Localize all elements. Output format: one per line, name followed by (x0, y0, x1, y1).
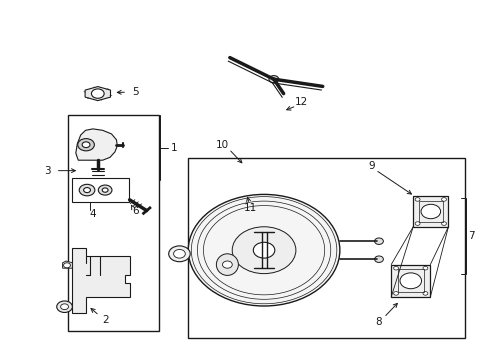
Text: 9: 9 (367, 161, 374, 171)
Circle shape (173, 249, 185, 258)
Circle shape (222, 261, 232, 268)
Circle shape (91, 89, 104, 98)
Text: 12: 12 (294, 96, 308, 107)
Circle shape (168, 246, 190, 262)
Text: 8: 8 (375, 317, 382, 327)
Text: 7: 7 (468, 231, 474, 241)
Circle shape (57, 301, 72, 312)
Circle shape (414, 198, 419, 201)
Text: 4: 4 (89, 209, 96, 219)
Circle shape (441, 198, 446, 201)
Circle shape (98, 185, 112, 195)
Circle shape (420, 204, 440, 219)
Circle shape (393, 266, 398, 270)
Circle shape (78, 139, 94, 151)
Circle shape (79, 184, 95, 196)
Circle shape (422, 266, 427, 270)
Bar (188, 158, 464, 338)
Bar (72, 178, 128, 202)
Text: 10: 10 (216, 140, 228, 150)
Circle shape (61, 304, 68, 310)
Polygon shape (72, 248, 129, 313)
Circle shape (399, 273, 421, 289)
Circle shape (374, 256, 383, 262)
Polygon shape (85, 87, 110, 100)
Bar (418, 201, 442, 222)
Circle shape (422, 292, 427, 295)
Text: 2: 2 (102, 315, 108, 325)
Text: 6: 6 (132, 206, 139, 216)
Ellipse shape (216, 254, 238, 275)
Circle shape (63, 263, 70, 268)
Polygon shape (62, 261, 72, 268)
Text: 11: 11 (243, 203, 257, 213)
Circle shape (414, 222, 419, 225)
Circle shape (253, 242, 274, 258)
Text: 3: 3 (44, 166, 51, 176)
Circle shape (83, 188, 90, 193)
Polygon shape (76, 129, 117, 160)
Circle shape (232, 227, 295, 274)
Circle shape (268, 76, 278, 83)
Bar (68, 115, 159, 331)
Bar (412, 196, 447, 227)
Circle shape (374, 238, 383, 244)
Circle shape (393, 292, 398, 295)
Circle shape (441, 222, 446, 225)
Text: 1: 1 (170, 143, 177, 153)
Bar (390, 265, 429, 297)
Text: 5: 5 (132, 87, 139, 97)
Circle shape (82, 142, 90, 148)
Circle shape (188, 194, 339, 306)
Circle shape (102, 188, 108, 192)
Bar (397, 269, 423, 292)
